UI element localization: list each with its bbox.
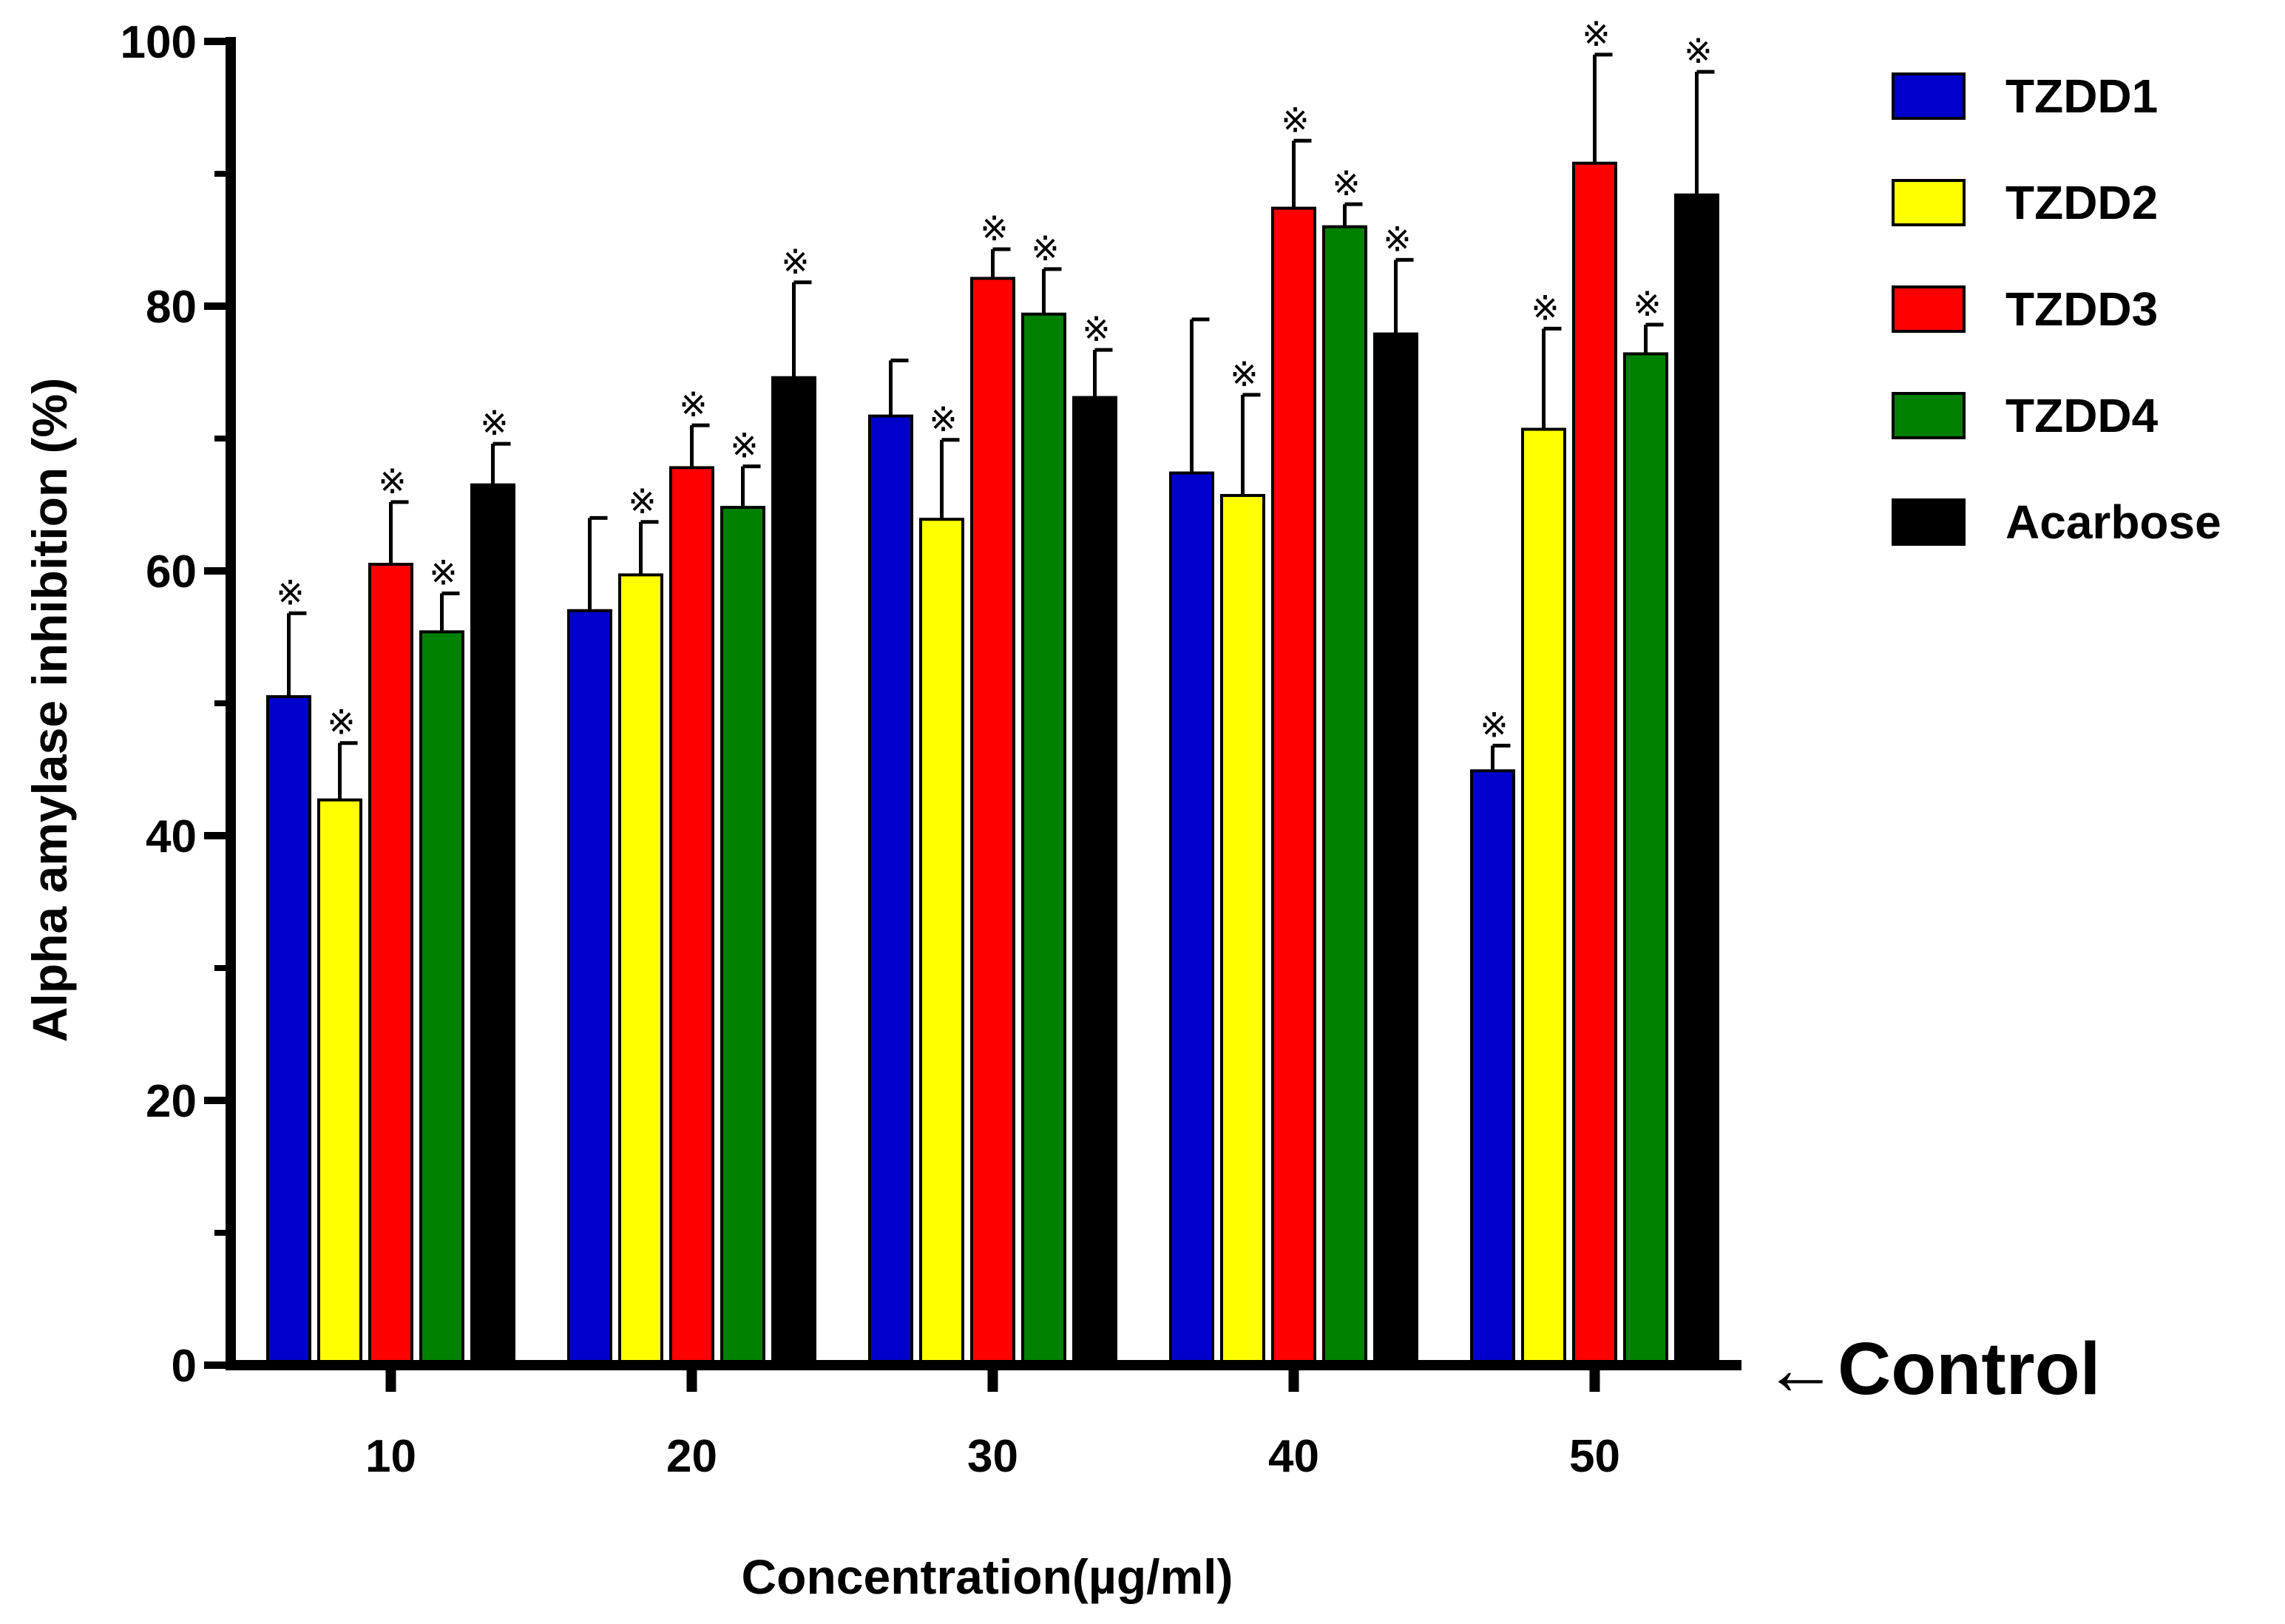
legend-label-tzdd3: TZDD3 [2005, 282, 2158, 336]
bar-tzdd2-50 [1521, 427, 1566, 1367]
significance-marker: ※ [276, 572, 305, 612]
control-annotation: ←Control [1764, 1327, 2100, 1410]
bar-tzdd3-40 [1271, 206, 1316, 1367]
legend-swatch-tzdd3 [1892, 285, 1966, 333]
significance-marker: ※ [480, 403, 509, 443]
bar-tzdd4-40 [1322, 225, 1367, 1367]
axes-layer: 10 20 30 40 50 0 20 40 60 80 100 [121, 17, 1741, 1482]
bar-tzdd1-40 [1169, 471, 1214, 1367]
significance-marker: ※ [679, 385, 708, 424]
bar-tzdd3-30 [970, 277, 1015, 1367]
y-tick-label: 40 [146, 811, 197, 862]
bars-layer: ※ ※ ※ ※ ※ ※ ※ ※ ※ ※ ※ ※ ※ ※ ※ ※ ※ ※ ※ ※ ※ ※ [266, 14, 1719, 1367]
significance-marker: ※ [1480, 705, 1509, 745]
bar-acarbose-40 [1373, 332, 1418, 1367]
bar-tzdd2-30 [919, 518, 964, 1367]
significance-marker: ※ [1031, 229, 1060, 268]
significance-marker: ※ [628, 481, 657, 521]
bar-tzdd3-20 [669, 466, 714, 1367]
significance-marker: ※ [929, 399, 958, 439]
legend-label-tzdd1: TZDD1 [2005, 70, 2158, 123]
significance-marker: ※ [327, 703, 356, 742]
legend-label-tzdd2: TZDD2 [2005, 176, 2158, 229]
significance-marker: ※ [1582, 14, 1611, 54]
significance-marker: ※ [378, 461, 407, 501]
bar-tzdd1-10 [266, 695, 311, 1367]
significance-marker: ※ [429, 552, 458, 592]
bar-tzdd1-50 [1470, 769, 1515, 1367]
legend-swatch-acarbose [1892, 498, 1966, 546]
x-tick-label: 40 [1268, 1431, 1319, 1482]
significance-marker: ※ [1230, 354, 1259, 394]
legend-swatch-tzdd4 [1892, 392, 1966, 439]
legend-swatch-tzdd2 [1892, 179, 1966, 226]
x-axis-title: Concentration(µg/ml) [742, 1549, 1233, 1604]
bar-tzdd2-10 [317, 798, 362, 1367]
bar-tzdd4-20 [720, 506, 765, 1367]
y-tick-label: 0 [172, 1341, 197, 1392]
y-tick-label: 80 [146, 282, 197, 333]
legend-label-tzdd4: TZDD4 [2005, 389, 2159, 442]
significance-marker: ※ [1332, 163, 1361, 203]
significance-marker: ※ [781, 242, 810, 282]
significance-marker: ※ [1633, 284, 1662, 324]
y-axis-title: Alpha amylase inhibition (%) [22, 378, 77, 1042]
significance-marker: ※ [1531, 288, 1560, 328]
bar-acarbose-30 [1072, 396, 1117, 1367]
bar-tzdd4-50 [1623, 352, 1668, 1367]
bar-tzdd1-30 [868, 414, 913, 1367]
x-tick-label: 10 [365, 1431, 416, 1482]
legend-swatch-tzdd1 [1892, 72, 1966, 120]
bar-acarbose-50 [1674, 193, 1719, 1367]
bar-tzdd2-40 [1220, 493, 1265, 1367]
x-tick-label: 50 [1569, 1431, 1620, 1482]
y-tick-label: 100 [121, 17, 197, 68]
bar-tzdd1-20 [567, 609, 612, 1367]
significance-marker: ※ [1281, 100, 1310, 140]
bar-acarbose-20 [771, 376, 816, 1367]
significance-marker: ※ [1082, 309, 1111, 349]
bar-tzdd4-30 [1021, 312, 1066, 1367]
y-tick-label: 60 [146, 547, 197, 598]
y-tick-label: 20 [146, 1076, 197, 1127]
x-tick-label: 20 [666, 1431, 717, 1482]
legend: TZDD1 TZDD2 TZDD3 TZDD4 Acarbose [1892, 70, 2221, 549]
bar-tzdd2-20 [618, 573, 663, 1367]
significance-marker: ※ [1383, 219, 1412, 259]
significance-marker: ※ [980, 209, 1009, 248]
bar-acarbose-10 [470, 483, 515, 1367]
bar-tzdd4-10 [419, 630, 464, 1367]
legend-label-acarbose: Acarbose [2005, 495, 2221, 549]
bar-tzdd3-10 [368, 563, 413, 1367]
significance-marker: ※ [730, 426, 759, 466]
bar-tzdd3-50 [1572, 161, 1617, 1367]
x-tick-label: 30 [967, 1431, 1018, 1482]
significance-marker: ※ [1684, 31, 1713, 71]
